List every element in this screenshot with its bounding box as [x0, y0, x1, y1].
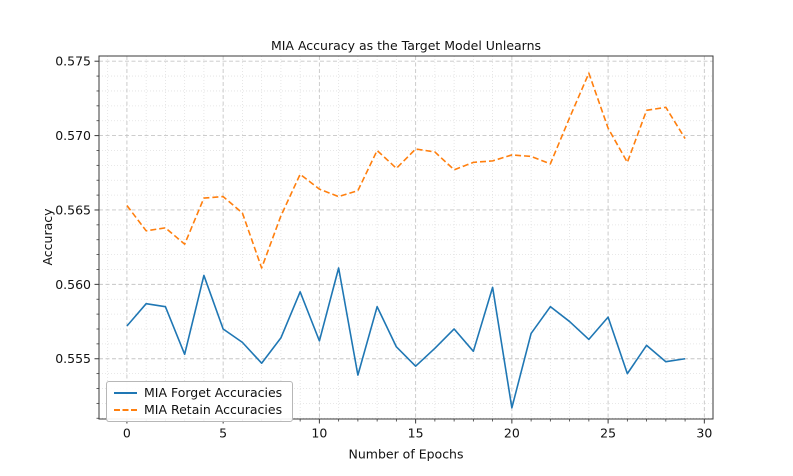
legend-item-retain: MIA Retain Accuracies — [114, 403, 282, 417]
x-tick-label: 15 — [408, 426, 424, 441]
x-tick-label: 10 — [311, 426, 327, 441]
forget-line-sample-icon — [114, 392, 137, 394]
y-axis-label: Accuracy — [40, 208, 55, 266]
minor-gridlines — [99, 56, 713, 419]
x-axis-label: Number of Epochs — [349, 447, 464, 462]
y-tick-label: 0.555 — [55, 351, 91, 366]
tick-labels: 0 5 10 15 20 25 30 0.555 0.560 0.565 0.570 0.575 — [55, 54, 712, 441]
major-gridlines — [99, 56, 713, 419]
legend-label-forget: MIA Forget Accuracies — [144, 385, 283, 400]
series-line-retain — [126, 72, 686, 269]
y-tick-label: 0.560 — [55, 277, 91, 292]
legend: MIA Forget Accuracies MIA Retain Accurac… — [106, 381, 294, 422]
series-lines — [126, 72, 686, 409]
y-tick-label: 0.575 — [55, 54, 91, 69]
x-tick-label: 30 — [696, 426, 712, 441]
series-line-forget — [126, 267, 686, 409]
x-tick-label: 0 — [123, 426, 131, 441]
x-tick-label: 20 — [504, 426, 520, 441]
legend-item-forget: MIA Forget Accuracies — [114, 386, 282, 400]
chart-title: MIA Accuracy as the Target Model Unlearn… — [271, 38, 541, 53]
axis-ticks — [94, 60, 705, 424]
y-tick-label: 0.570 — [55, 128, 91, 143]
retain-line-sample-icon — [114, 409, 137, 411]
legend-label-retain: MIA Retain Accuracies — [144, 402, 283, 417]
x-tick-label: 25 — [600, 426, 616, 441]
x-tick-label: 5 — [219, 426, 227, 441]
y-tick-label: 0.565 — [55, 202, 91, 217]
axes-spines — [98, 55, 714, 420]
plot-area: 0 5 10 15 20 25 30 0.555 0.560 0.565 0.570 0.575 MI… — [40, 38, 714, 462]
